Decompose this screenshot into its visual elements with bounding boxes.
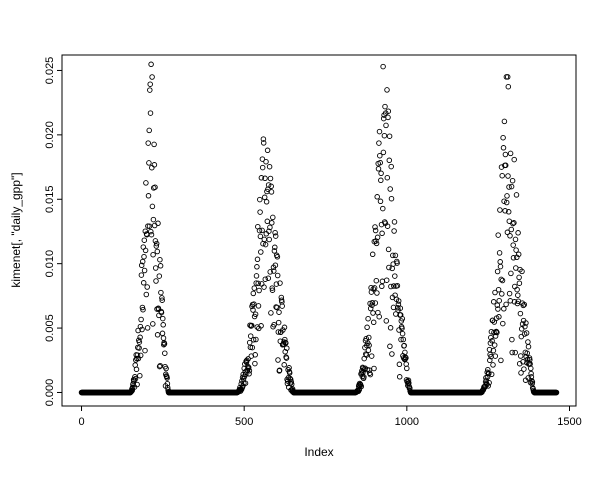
y-axis-ticks: 0.000 0.005 0.010 0.015 0.020 0.025 bbox=[44, 57, 62, 407]
plot-box bbox=[61, 54, 577, 407]
y-axis-label: kimenet[, "daily_gpp"] bbox=[9, 172, 23, 288]
y-tick-label: 0.025 bbox=[44, 57, 56, 85]
x-axis-ticks: 0 500 1000 1500 bbox=[78, 406, 582, 428]
x-tick-label: 0 bbox=[78, 416, 84, 428]
x-tick-label: 1500 bbox=[557, 416, 581, 428]
y-tick-label: 0.005 bbox=[44, 314, 56, 342]
y-tick-label: 0.010 bbox=[44, 250, 56, 278]
x-tick-label: 1000 bbox=[395, 416, 419, 428]
y-tick-label: 0.020 bbox=[44, 121, 56, 149]
y-tick-label: 0.000 bbox=[44, 379, 56, 407]
data-points bbox=[78, 61, 560, 396]
x-tick-label: 500 bbox=[235, 416, 253, 428]
y-tick-label: 0.015 bbox=[44, 185, 56, 213]
x-axis-label: Index bbox=[304, 445, 334, 459]
